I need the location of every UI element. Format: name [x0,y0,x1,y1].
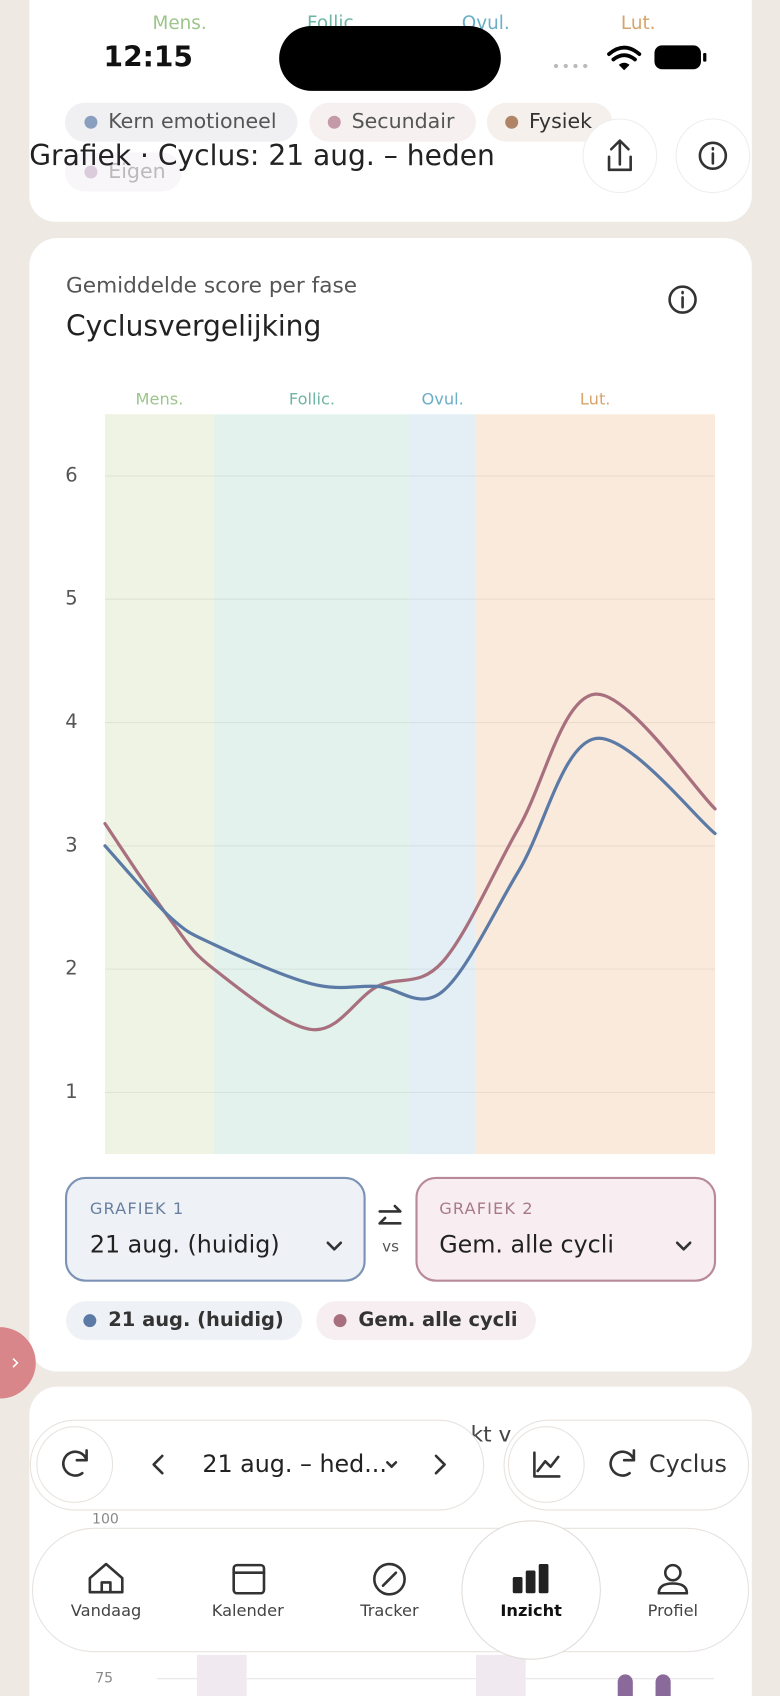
series-line [103,736,717,1001]
refresh-icon [62,1449,88,1477]
y-tick-label: 6 [65,463,77,486]
chip[interactable] [309,102,476,142]
y-tick-label: 2 [65,957,77,980]
chevron [385,1461,398,1468]
status-time: 12:15 [104,40,193,73]
tab-icon [657,1582,689,1595]
phase-label: Follic. [289,390,335,409]
tab-label[interactable]: Kalender [212,1601,284,1620]
tab-icon [373,1562,406,1596]
chip-dot [327,115,341,129]
phase-label: Lut. [580,390,611,409]
chip-dot [84,115,98,129]
legend-dot [83,1314,97,1328]
chip-label: Kern emotioneel [108,109,276,133]
bg-bar [475,1654,526,1696]
chip-dot [84,165,98,179]
chip[interactable] [64,152,182,192]
selector[interactable] [415,1176,717,1282]
selector-value: 21 aug. (huidig) [90,1231,280,1259]
chart-view-icon [533,1451,561,1478]
line-chart: Mens. Follic. Ovul. Lut. 1 2 3 4 5 6 [65,390,717,1155]
tab-icon [381,1571,398,1587]
side-tab-icon [12,1357,19,1368]
selector-label: GRAFIEK 1 [90,1199,184,1218]
legend-dot [333,1314,347,1328]
series-line [103,692,717,1032]
phase-label: Mens. [153,13,207,34]
legend-label: Gem. alle cycli [358,1308,517,1331]
refresh-button[interactable] [36,1426,114,1503]
y-tick-label: 5 [65,587,77,610]
chevron [675,1241,692,1251]
chip[interactable] [64,102,298,142]
tab-icon [512,1564,549,1594]
swap-icon[interactable] [378,1204,402,1225]
card-subtitle: Gemiddelde score per fase [66,274,357,299]
info-icon [698,141,728,171]
selector-value: Gem. alle cycli [439,1231,614,1259]
legend-chip[interactable] [316,1301,536,1341]
tab-icon [663,1563,682,1582]
cycle-icon [609,1449,636,1477]
dynamic-island [279,25,501,91]
chip-label: Secundair [352,109,455,133]
next-button[interactable] [434,1454,446,1475]
y-tick-label: 1 [65,1080,77,1103]
tab-icon [88,1562,124,1594]
chip-dot [505,115,519,129]
header-title: Grafiek · Cyclus: 21 aug. – heden [29,139,495,172]
tab-bar [31,1527,750,1653]
phase-band [410,414,476,1155]
share-icon [607,139,632,172]
swap-label: vs [382,1238,399,1256]
bg-bar [196,1654,247,1696]
status-icons [553,45,707,71]
phase-label: Mens. [136,390,184,409]
legend-label: 21 aug. (huidig) [108,1308,284,1331]
tab-icon [232,1563,266,1595]
card-title: Cyclusvergelijking [66,310,321,343]
range-toolbar [29,1419,485,1511]
tab-label[interactable]: Profiel [648,1601,698,1620]
phase-band [213,414,411,1155]
y-tick-label: 4 [65,710,77,733]
tick-label: 75 [95,1671,113,1687]
y-tick-label: 3 [65,833,77,856]
tick-label: 100 [92,1512,119,1528]
chevron [326,1241,343,1251]
bg-bar [655,1674,671,1696]
phase-band [475,414,716,1155]
phase-label: Lut. [621,13,656,34]
prev-button[interactable] [152,1454,164,1475]
phase-band [104,414,214,1155]
chip-label: Fysiek [529,109,592,133]
legend: 21 aug. (huidig) Gem. alle cycli [66,1301,536,1341]
cycle-button[interactable]: Cyclus [649,1450,727,1478]
chart-view-button[interactable] [507,1426,585,1503]
selector[interactable] [64,1176,366,1282]
range-label[interactable]: 21 aug. – hed... [202,1450,387,1478]
info-icon[interactable] [668,285,697,314]
chip[interactable] [486,102,613,142]
chip-label: Eigen [108,159,165,183]
tab-label[interactable]: Inzicht [500,1601,562,1620]
phase-label: Ovul. [422,390,464,409]
tab-label[interactable]: Vandaag [71,1601,142,1620]
bg-bar [617,1674,633,1696]
selector-label: GRAFIEK 2 [439,1199,533,1218]
tab-label[interactable]: Tracker [359,1601,419,1620]
legend-chip[interactable] [66,1301,303,1341]
